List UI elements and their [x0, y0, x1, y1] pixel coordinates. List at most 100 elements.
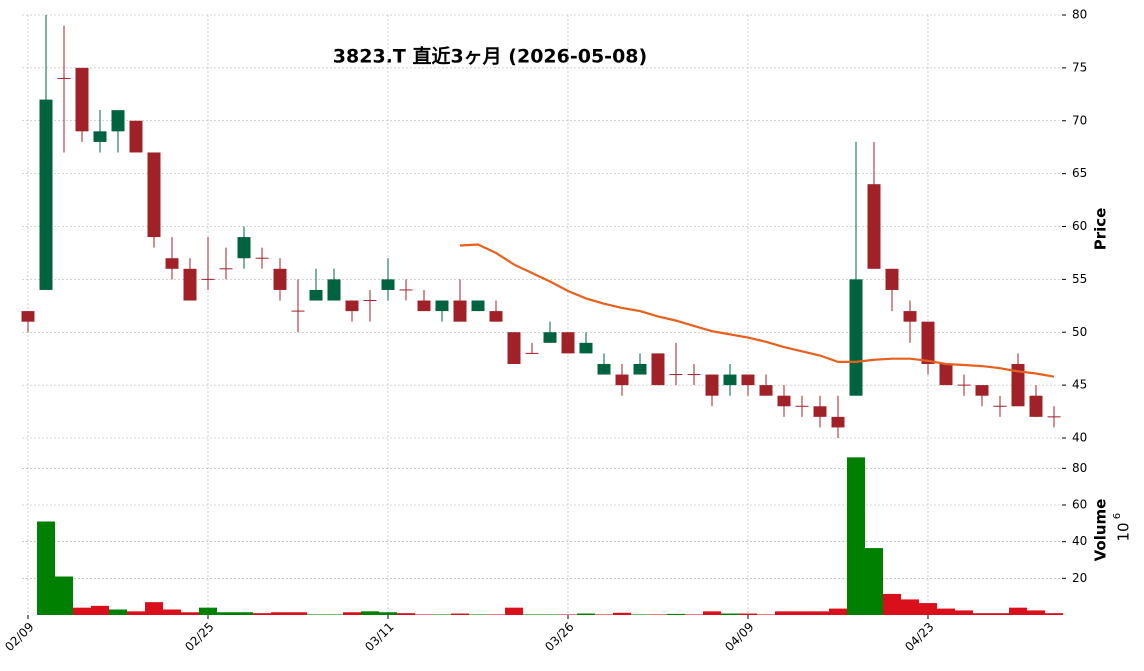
volume-bar	[307, 614, 325, 615]
candle-body	[723, 374, 737, 386]
candle-body	[867, 184, 881, 269]
candle-body	[903, 311, 917, 322]
volume-bar	[973, 613, 991, 615]
y-tick-label: 40	[1072, 431, 1087, 445]
candle-body	[885, 268, 899, 290]
candle-body	[561, 332, 575, 354]
candle-body	[651, 353, 665, 386]
volume-bar	[199, 607, 217, 615]
candle-body	[291, 310, 305, 312]
volume-bar	[991, 613, 1009, 615]
candle-body	[1047, 416, 1061, 418]
candle-body	[165, 258, 179, 269]
candle-body	[813, 406, 827, 417]
volume-bar	[73, 607, 91, 615]
volume-bar	[1045, 613, 1063, 615]
candle-body	[255, 257, 269, 259]
candle-body	[525, 352, 539, 354]
volume-bar	[847, 457, 865, 615]
volume-bar	[703, 611, 721, 615]
candle-body	[633, 363, 647, 375]
candle-body	[345, 300, 359, 312]
volume-bar	[361, 611, 379, 615]
candle-body	[849, 279, 863, 396]
volume-bar	[613, 612, 631, 615]
candle-body	[687, 374, 701, 376]
candle-body	[669, 374, 683, 376]
candle-body	[75, 67, 89, 132]
y-tick-label: 60	[1072, 498, 1087, 512]
candle-body	[579, 342, 593, 354]
volume-bar	[649, 614, 667, 615]
volume-bar	[739, 613, 757, 615]
volume-bar	[1027, 610, 1045, 615]
volume-axis-label: Volume	[1092, 499, 1110, 562]
candle-body	[489, 311, 503, 322]
candle-body	[1011, 363, 1025, 407]
moving-average	[459, 243, 1055, 378]
candle-body	[597, 363, 611, 375]
volume-bar	[595, 614, 613, 615]
x-tick-label: 03/26	[542, 620, 576, 654]
x-tick-label: 03/11	[362, 620, 396, 654]
volume-bar	[901, 599, 919, 615]
candle-body	[831, 416, 845, 428]
volume-bar	[163, 609, 181, 615]
volume-bar	[1009, 607, 1027, 615]
volume-bar	[757, 614, 775, 615]
y-tick-label: 50	[1072, 325, 1087, 339]
chart-title: 3823.T 直近3ヶ月 (2026-05-08)	[333, 45, 647, 68]
volume-bar	[793, 611, 811, 615]
y-tick-label: 45	[1072, 378, 1087, 392]
volume-bar	[469, 614, 487, 615]
candle-body	[435, 300, 449, 312]
candle-body	[399, 289, 413, 291]
y-tick-label: 40	[1072, 534, 1087, 548]
volume-bar	[685, 614, 703, 615]
volume-bar	[235, 612, 253, 615]
candle-body	[507, 332, 521, 364]
candle-body	[777, 395, 791, 407]
candle-body	[939, 363, 953, 386]
price-axis-label: Price	[1092, 208, 1110, 251]
volume-bar	[343, 612, 361, 615]
candle-body	[111, 110, 125, 132]
y-tick-label: 75	[1072, 60, 1087, 74]
candle-body	[759, 385, 773, 396]
candle-body	[327, 279, 341, 301]
volume-bar	[955, 610, 973, 615]
volume-bar	[451, 613, 469, 615]
candle-body	[975, 385, 989, 396]
y-tick-label: 80	[1072, 461, 1087, 475]
y-tick-label: 20	[1072, 571, 1087, 585]
candle-body	[741, 374, 755, 386]
candle-body	[39, 99, 53, 290]
volume-bar	[919, 603, 937, 615]
volume-bar	[271, 612, 289, 615]
candle-body	[273, 268, 287, 290]
x-tick-label: 04/09	[722, 620, 756, 654]
candle-body	[453, 300, 467, 322]
volume-bar	[433, 614, 451, 615]
candle-body	[705, 374, 719, 396]
volume-bar	[55, 576, 73, 615]
candle-body	[795, 405, 809, 407]
candle-body	[957, 384, 971, 386]
volume-bar	[523, 614, 541, 615]
volume-bar	[289, 612, 307, 615]
candle-body	[129, 120, 143, 153]
volume-bar	[577, 613, 595, 615]
volume-bar	[181, 612, 199, 615]
y-tick-label: 80	[1072, 8, 1087, 22]
candle-body	[363, 300, 377, 302]
candle-body	[219, 268, 233, 270]
candle-body	[381, 279, 395, 290]
candle-body	[309, 289, 323, 301]
candle-body	[237, 237, 251, 259]
y-tick-label: 70	[1072, 113, 1087, 127]
volume-scale-exponent: 6	[1112, 513, 1123, 519]
candle-body	[543, 332, 557, 343]
volume-bar	[379, 612, 397, 615]
candle-body	[201, 278, 215, 280]
